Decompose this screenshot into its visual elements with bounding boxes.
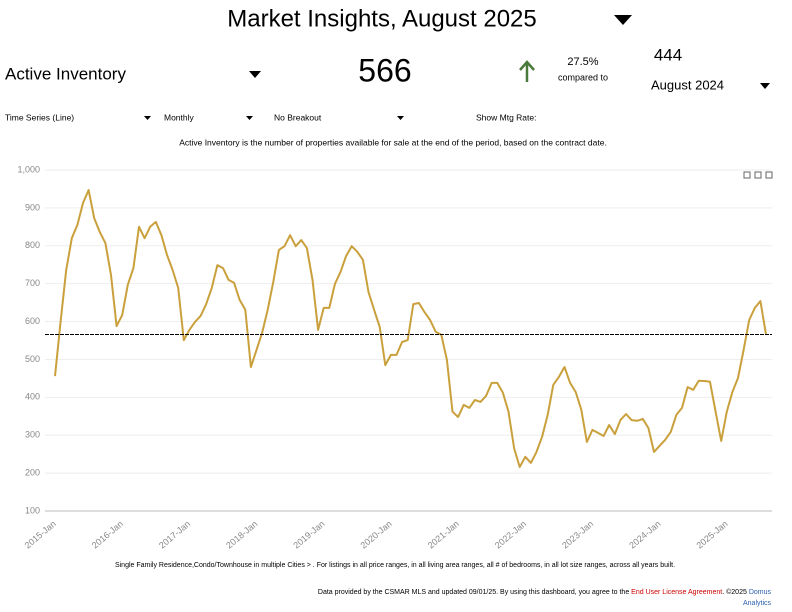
x-tick-label: 2020-Jan <box>359 519 394 551</box>
dropdown[interactable] <box>246 116 253 120</box>
y-tick-label: 700 <box>25 278 40 288</box>
description: Active Inventory is the number of proper… <box>179 137 607 147</box>
x-tick-label: 2017-Jan <box>157 519 192 551</box>
up-arrow <box>519 60 535 82</box>
breakout-select[interactable]: No Breakout <box>274 112 322 122</box>
dropdown[interactable] <box>397 116 404 120</box>
period-dropdown[interactable] <box>760 83 770 89</box>
y-tick-label: 900 <box>25 202 40 212</box>
mtg-rate-toggle[interactable]: Show Mtg Rate: <box>476 112 536 122</box>
dropdown[interactable] <box>144 116 151 120</box>
footnote: Single Family Residence,Condo/Townhouse … <box>115 562 675 569</box>
footer-text: Data provided by the CSMAR MLS and updat… <box>318 589 629 596</box>
chart-toolbar[interactable] <box>743 171 773 179</box>
prior-value: 444 <box>654 45 682 64</box>
y-tick-label: 300 <box>25 430 40 440</box>
title[interactable]: Market Insights, August 2025 <box>227 5 537 32</box>
copyright: . ©2025 <box>722 588 747 596</box>
x-tick-label: 2016-Jan <box>90 519 125 551</box>
x-tick-label: 2023-Jan <box>560 519 595 551</box>
x-tick-label: 2019-Jan <box>291 519 326 551</box>
interval-select[interactable]: Monthly <box>164 112 195 122</box>
chart-type-select[interactable]: Time Series (Line) <box>5 112 74 122</box>
data-line <box>54 189 767 468</box>
footer: Data provided by the CSMAR MLS and updat… <box>318 588 772 596</box>
y-tick-label: 800 <box>25 240 40 250</box>
y-tick-label: 100 <box>25 505 40 515</box>
y-tick-label: 600 <box>25 316 40 326</box>
kpi-value: 566 <box>358 52 411 88</box>
brand-link[interactable]: Analytics <box>743 600 772 607</box>
kpi-change: 27.5% <box>567 56 598 68</box>
x-tick-label: 2024-Jan <box>627 519 662 551</box>
compared-label: compared to <box>558 72 608 82</box>
y-tick-label: 400 <box>25 392 40 402</box>
x-tick-label: 2018-Jan <box>224 519 259 551</box>
x-tick-label: 2022-Jan <box>493 519 528 551</box>
brand-link[interactable]: Domus <box>749 589 772 596</box>
metric-select[interactable]: Active Inventory <box>5 64 126 83</box>
toolbar-icon[interactable] <box>754 171 762 179</box>
title-dropdown[interactable] <box>614 15 632 25</box>
plot: 100 200 300 400 500 600 700 800 900 1,000 2015-Jan… <box>17 164 772 550</box>
x-tick-label: 2021-Jan <box>426 519 461 551</box>
prior-period-select[interactable]: August 2024 <box>651 77 724 92</box>
y-tick-label: 200 <box>25 467 40 477</box>
metric-dropdown[interactable] <box>249 71 261 78</box>
y-tick-label: 500 <box>25 354 40 364</box>
x-tick-label: 2015-Jan <box>23 519 58 551</box>
toolbar-icon[interactable] <box>765 171 773 179</box>
x-tick-label: 2025-Jan <box>694 519 729 551</box>
toolbar-icon[interactable] <box>743 171 751 179</box>
y-tick-label: 1,000 <box>17 164 40 174</box>
license-link[interactable]: End User License Agreement <box>631 589 722 596</box>
